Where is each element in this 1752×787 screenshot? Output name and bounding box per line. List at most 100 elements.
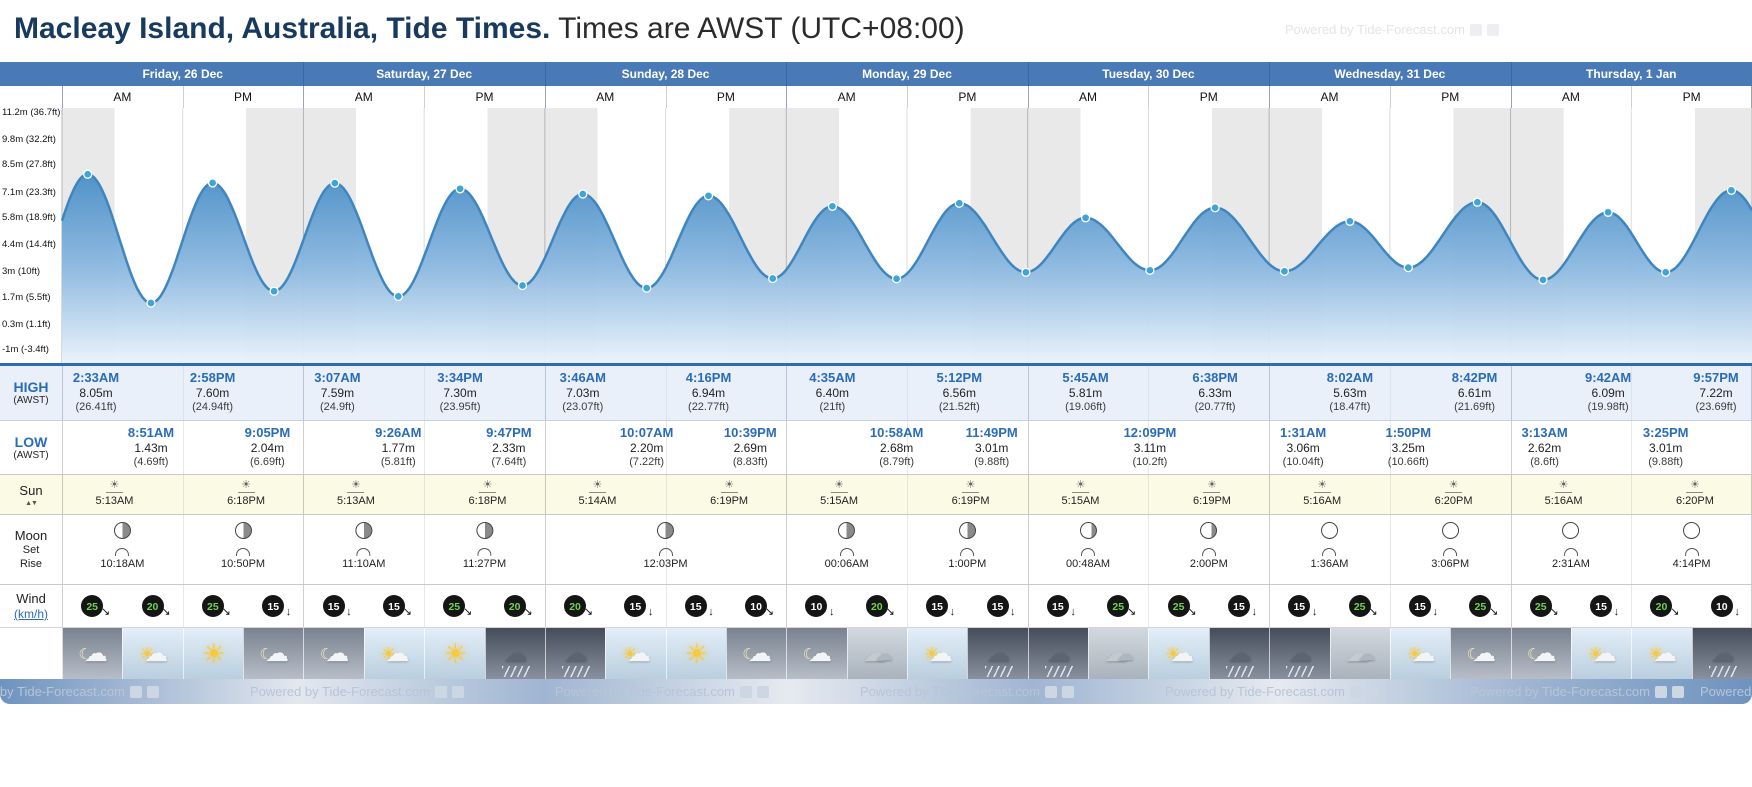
watermark-link[interactable]: Powered by Tide-Forecast.com [1285,22,1499,37]
watermark-social-icon [451,686,464,698]
tide-height-ft: (8.79ft) [879,456,915,469]
wind-badge: 25 ↘ [1469,595,1498,618]
y-axis-label: 8.5m (27.8ft) [2,159,56,171]
moon-rise-label: Rise [19,558,42,571]
tide-height-ft: (10.2ft) [1132,456,1168,469]
wind-direction-arrow: ↘ [764,606,775,618]
tide-time: 3:25PM [1642,425,1689,440]
wind-direction-arrow: ↓ [346,606,352,618]
moon-time: 12:03PM [643,558,688,570]
watermark-link[interactable]: Powered by Tide-Forecast.com [555,684,769,699]
tide-entry-high: 3:46AM 7.03m (23.07ft) [560,370,606,415]
halfday-divider [665,421,667,475]
sun-icon: ☀ [1587,644,1604,664]
sunrise-event: ☀ 5:15AM [820,480,858,508]
rain-icon [984,666,1013,677]
moon-phase-icon [355,522,373,539]
weather-cell: ☀ ☁ [363,628,426,680]
wind-speed: 15 [388,601,400,613]
tide-entry-low: 3:13AM 2.62m (8.6ft) [1521,425,1567,470]
tide-time: 9:47PM [486,425,532,440]
wind-badge: 20 ↘ [865,595,895,618]
weather-cell: ☾ ☁ [243,628,305,680]
weather-cell: ☁ [484,628,546,680]
cloud-icon: ☁ [747,640,772,667]
moon-label: Moon [14,528,48,544]
watermark-link[interactable]: Powered by Tide-Forecast.com [250,684,464,699]
wind-row: Wind (km/h) 25 ↘ 20 ↘ 25 ↘ 15 ↓ 15 ↓ 15 ↘ 25 ↘ 20 ↘ 20 ↘ 1… [0,584,1752,628]
low-row-label: LOW (AWST) [0,421,63,475]
watermark-link[interactable]: Powered by Tide-Forecast.com [1470,684,1684,699]
tide-height-ft: (23.07ft) [562,401,604,414]
tide-entry-low: 9:47PM 2.33m (7.64ft) [486,425,532,470]
column-divider [62,366,63,420]
sunset-event: ☀ 6:18PM [227,480,265,508]
sunrise-event: ☀ 5:14AM [578,480,616,508]
sunrise-icon: ☀ [347,480,365,493]
wind-direction-arrow: ↓ [1432,606,1439,618]
sunset-time: 6:20PM [1675,495,1714,507]
tide-height-m: 6.61m [1457,386,1492,401]
tide-height-m: 2.04m [250,441,285,456]
wind-unit-link[interactable]: (km/h) [14,606,48,621]
storm-cloud-icon: ☁ [1046,640,1071,667]
cloud-icon: ☁ [1345,640,1370,667]
column-divider [786,86,788,108]
watermark-social-icon [146,686,159,698]
wind-speed: 20 [146,601,159,613]
moon-riseset-arc-icon [1684,548,1699,556]
column-divider [1269,86,1271,108]
low-tide-row: LOW (AWST) 8:51AM 1.43m (4.69ft) 9:05PM 2.04… [0,420,1752,475]
column-divider [786,366,788,420]
moon-riseset-arc-icon [658,548,673,556]
column-divider [303,421,305,475]
sunrise-icon: ☀ [105,480,123,493]
moon-phase-icon [1441,522,1459,539]
ampm-label: PM [716,90,735,104]
sun-icon: ☀ [1647,644,1665,664]
tide-height-ft: (21.52ft) [938,401,980,414]
awst-label: (AWST) [13,395,49,407]
ampm-label: PM [1682,90,1701,104]
cloud-icon: ☁ [1170,640,1195,667]
halfday-divider [1148,421,1150,475]
wind-direction-arrow: ↓ [285,606,292,618]
moon-time: 00:06AM [824,558,869,570]
column-divider [303,86,305,108]
watermark-link[interactable]: Powered by Tide-Forecast.com [0,684,159,699]
watermark-link[interactable]: Powered by Tide-Forecast.com [1165,684,1379,699]
tide-height-ft: (4.69ft) [133,456,169,469]
moon-phase-icon [476,522,493,539]
moon-phase-icon [1320,522,1338,539]
watermark-link[interactable]: Powered by Tide-Forecast.com [860,684,1074,699]
weather-cell: ☁ [1027,628,1090,680]
sunset-time: 6:18PM [468,495,507,507]
rain-icon [1708,666,1737,677]
wind-badge: 25 ↘ [443,595,472,618]
weather-row: ☾ ☁ ☀ ☁ ☀ ☾ ☁ ☾ ☁ ☀ ☁ ☀ ☁ ☁ ☀ ☁ ☀ ☾ ☁ ☾ ☁ ☁ ☁ ☀ ☁ ☁ ☁ ☁ ☁ ☀ ☁ ☁ ☁ ☁ ☁ ☀ ☁ ☾ ☁ ☾… [0,627,1752,680]
sunrise-event: ☀ 5:16AM [1303,480,1341,508]
sunrise-time: 5:13AM [95,495,134,507]
watermark-social-icon [434,686,447,698]
column-divider [62,86,63,108]
moon-phase-icon [1562,522,1580,539]
watermark-text: Powered by Tide-Forecast.com [0,684,125,699]
halfday-divider [1148,475,1150,515]
sunrise-icon: ☀ [1313,480,1331,493]
tide-curve-chart [60,108,1752,363]
column-divider [62,475,63,515]
low-label: LOW [14,433,48,450]
tide-height-ft: (6.69ft) [249,456,285,469]
location-title: Macleay Island, Australia, Tide Times. [14,12,551,45]
column-divider [786,475,788,515]
sun-icon: ☀ [1406,644,1423,664]
tide-time: 3:46AM [559,370,606,385]
column-divider [303,366,305,420]
watermark-link[interactable]: Powered by Tide-Forecast.com [1700,684,1752,699]
weather-cell: ☀ [665,628,727,680]
wind-direction-arrow: ↘ [885,606,895,618]
cloud-icon: ☁ [144,640,169,667]
wind-badge: 25 ↘ [1348,595,1378,618]
wind-badge: 10 ↓ [1710,595,1740,618]
column-divider [1510,475,1512,515]
